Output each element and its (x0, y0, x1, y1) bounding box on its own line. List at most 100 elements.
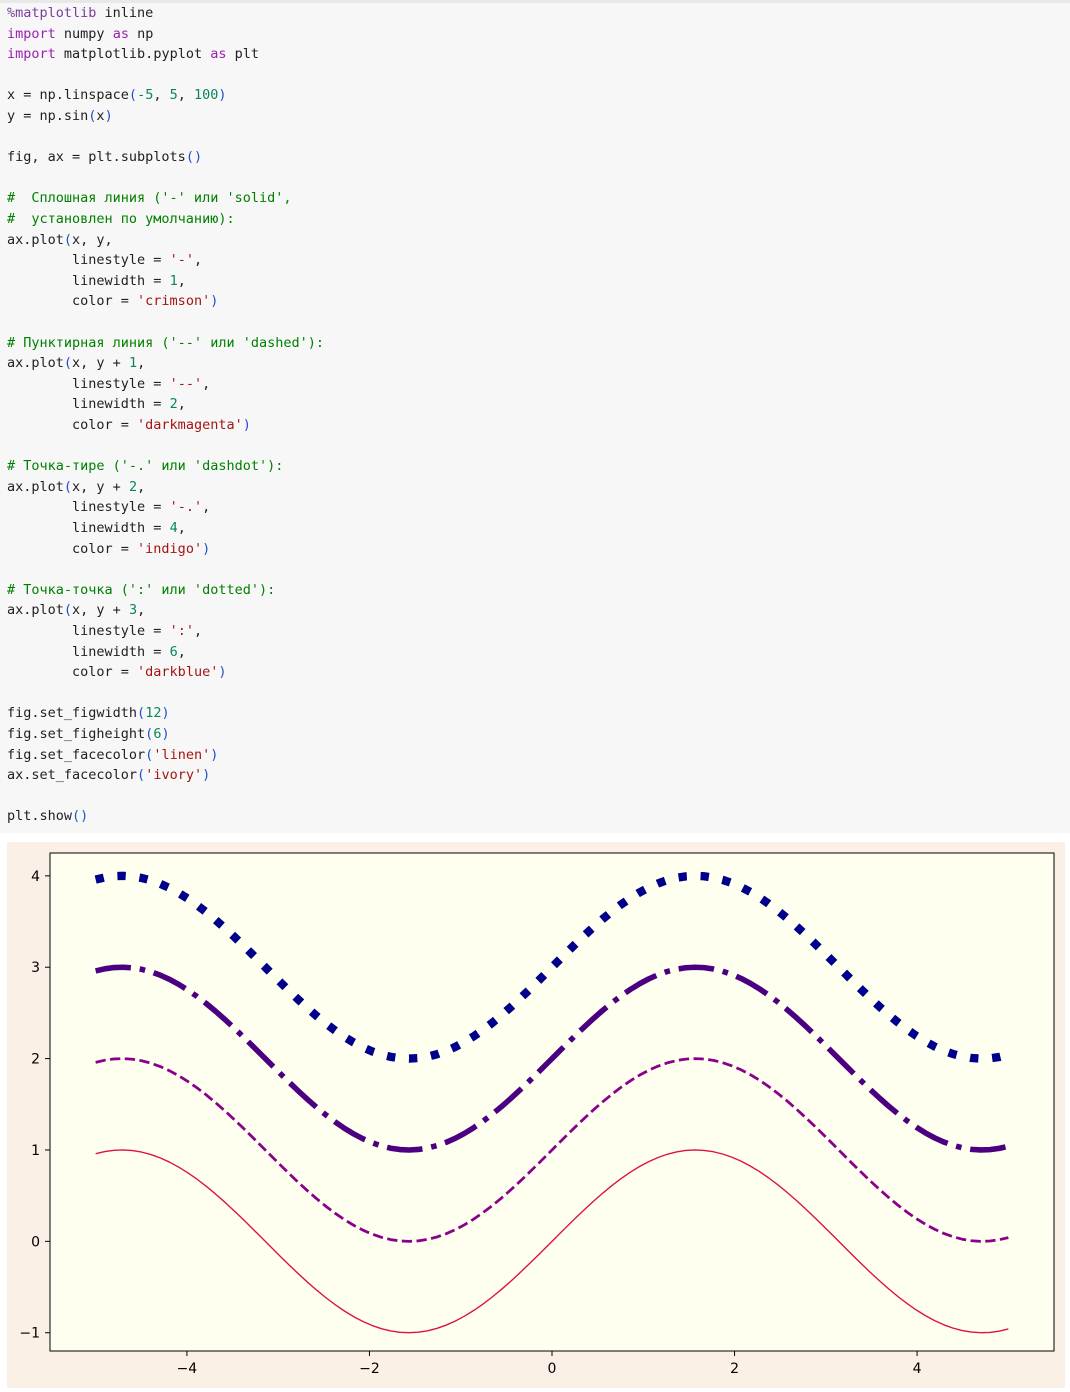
code-token: ax.plot (7, 602, 64, 619)
cell-output: −4 −2 0 2 4 −1 0 1 2 3 4 (0, 836, 1070, 1388)
code-token: , (153, 87, 170, 104)
code-token: ) (210, 293, 219, 310)
code-line: ax.plot(x, y, (7, 230, 113, 250)
code-token: 'darkmagenta' (137, 417, 243, 433)
code-token: x, y + (72, 355, 129, 372)
code-token: 'linen' (153, 746, 211, 763)
code-token: ( (145, 726, 154, 742)
x-tick-label: 4 (913, 1361, 922, 1377)
series-line-dashdot (95, 964, 1009, 1153)
code-token: ax.plot (7, 355, 64, 372)
code-token: # Сплошная линия ('-' или 'solid', (7, 190, 292, 207)
code-token: np (128, 25, 154, 42)
code-token: 1 (169, 272, 178, 289)
code-token: 12 (145, 705, 162, 722)
code-token: x = np.linspace (7, 87, 129, 104)
code-token: ( (128, 87, 138, 104)
code-cell-input[interactable]: %matplotlib inline import numpy as np impo… (0, 3, 1070, 833)
code-token: 'ivory' (145, 767, 203, 784)
code-token: plt.show (7, 808, 73, 825)
code-token: matplotlib.pyplot (55, 46, 211, 63)
code-token: -5 (137, 87, 154, 104)
x-tick-label: 0 (548, 1361, 557, 1377)
code-line: ax.plot(x, y + 2, (7, 477, 145, 497)
code-line: %matplotlib inline (7, 3, 153, 23)
code-line: color = 'darkblue') (7, 662, 226, 682)
code-line: linestyle = ':', (7, 621, 202, 641)
code-token: import (7, 25, 56, 42)
code-token: ) (210, 746, 219, 763)
code-token: '-' (169, 252, 194, 269)
code-token: 2 (128, 478, 138, 495)
code-token: , (193, 623, 203, 639)
code-token: %matplotlib (7, 5, 97, 21)
axes-background (50, 853, 1054, 1351)
code-token: # установлен по умолчанию): (7, 211, 235, 227)
code-token: , (193, 252, 203, 269)
code-line: color = 'darkmagenta') (7, 415, 251, 435)
code-line: ax.set_facecolor('ivory') (7, 765, 210, 785)
code-token: 'indigo' (137, 540, 203, 557)
y-tick-label: 0 (31, 1234, 40, 1250)
code-token: linewidth = (7, 643, 170, 660)
code-line: ax.plot(x, y + 1, (7, 353, 145, 373)
code-token: ax.plot (7, 478, 64, 495)
code-line: linestyle = '--', (7, 374, 210, 394)
code-token: ) (161, 726, 170, 742)
code-token: linewidth = (7, 272, 170, 289)
code-token: 3 (128, 602, 138, 619)
code-token: ) (104, 108, 113, 124)
code-token: 2 (169, 396, 178, 413)
code-token: ) (218, 87, 227, 104)
code-line: # Точка-точка (':' или 'dotted'): (7, 580, 275, 600)
y-tick-label: 3 (31, 960, 40, 976)
code-token: inline (96, 5, 154, 21)
code-line: # Пунктирная линия ('--' или 'dashed'): (7, 333, 324, 353)
code-token: ) (202, 767, 211, 784)
code-token: ( (63, 231, 73, 248)
code-token: linestyle = (7, 623, 170, 639)
code-line: import numpy as np (7, 24, 153, 44)
code-token: ( (145, 746, 154, 763)
code-token: 1 (128, 355, 138, 372)
code-token: ) (202, 540, 211, 557)
code-line: plt.show() (7, 806, 88, 826)
code-token: color = (7, 417, 138, 433)
code-token: () (72, 808, 89, 825)
code-token: # Точка-точка (':' или 'dotted'): (7, 581, 276, 598)
x-tick-label: −4 (177, 1361, 198, 1377)
code-token: 6 (153, 726, 162, 742)
code-token: as (112, 25, 129, 42)
code-line: color = 'crimson') (7, 291, 218, 311)
code-line: linewidth = 4, (7, 518, 186, 538)
code-token: , (137, 478, 146, 495)
code-token: 4 (169, 520, 178, 536)
code-token: fig.set_facecolor (7, 746, 146, 763)
code-token: color = (7, 540, 138, 557)
code-token: color = (7, 664, 138, 681)
code-token: 100 (194, 87, 219, 104)
code-token: linestyle = (7, 375, 170, 392)
code-token: , (177, 520, 186, 536)
code-token: x, y + (72, 478, 129, 495)
code-token: '--' (169, 375, 203, 392)
code-line: # Сплошная линия ('-' или 'solid', (7, 188, 291, 208)
code-token: , (137, 602, 146, 619)
code-token: linestyle = (7, 499, 170, 516)
code-token: x (96, 108, 105, 124)
code-token: ) (161, 705, 170, 722)
code-token: color = (7, 293, 138, 310)
code-token: linestyle = (7, 252, 170, 269)
code-token: as (210, 46, 227, 63)
code-line: fig.set_figheight(6) (7, 724, 170, 744)
x-tick-label: −2 (359, 1361, 380, 1377)
code-token: ( (63, 602, 73, 619)
code-token: ) (242, 417, 251, 433)
code-token: , (177, 87, 194, 104)
y-tick-label: 4 (31, 869, 40, 885)
code-token: , (177, 272, 186, 289)
code-token: import (7, 46, 56, 63)
code-token: ':' (169, 623, 194, 639)
code-token: , (202, 375, 211, 392)
code-token: # Точка-тире ('-.' или 'dashdot'): (7, 458, 284, 475)
